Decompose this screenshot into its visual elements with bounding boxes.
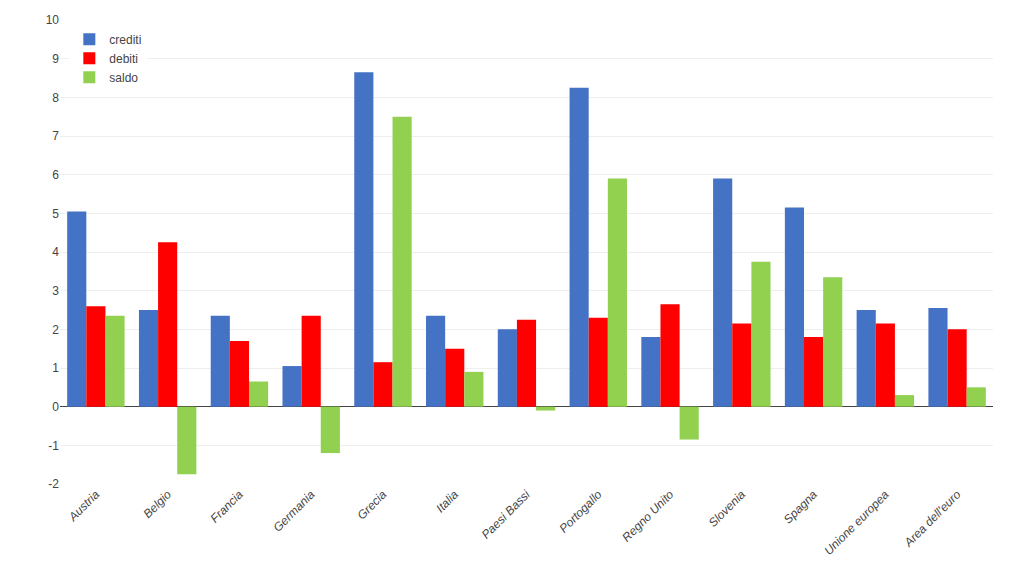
svg-text:Italia: Italia [433,487,461,515]
svg-text:6: 6 [52,168,59,182]
svg-text:Grecia: Grecia [354,487,389,522]
svg-text:Austria: Austria [65,487,102,524]
svg-text:debiti: debiti [109,52,138,66]
svg-text:Slovenia: Slovenia [706,487,749,530]
svg-text:Belgio: Belgio [141,487,175,521]
svg-text:Area dell'euro: Area dell'euro [901,487,964,550]
svg-text:saldo: saldo [109,71,138,85]
svg-text:Spagna: Spagna [781,487,820,526]
svg-text:-1: -1 [48,439,59,453]
svg-text:Paesi Bassi: Paesi Bassi [479,487,533,541]
svg-text:Unione europea: Unione europea [821,487,892,558]
svg-text:Portogallo: Portogallo [557,487,605,535]
svg-text:9: 9 [52,52,59,66]
svg-text:Francia: Francia [208,487,246,525]
svg-text:5: 5 [52,207,59,221]
svg-text:Germania: Germania [270,487,317,534]
svg-text:1: 1 [52,361,59,375]
svg-text:10: 10 [46,13,60,27]
svg-text:0: 0 [52,400,59,414]
svg-text:7: 7 [52,129,59,143]
svg-text:2: 2 [52,323,59,337]
svg-text:Regno Unito: Regno Unito [619,487,676,544]
svg-text:-2: -2 [48,477,59,491]
svg-text:crediti: crediti [109,33,141,47]
svg-text:4: 4 [52,245,59,259]
svg-text:3: 3 [52,284,59,298]
svg-text:8: 8 [52,91,59,105]
